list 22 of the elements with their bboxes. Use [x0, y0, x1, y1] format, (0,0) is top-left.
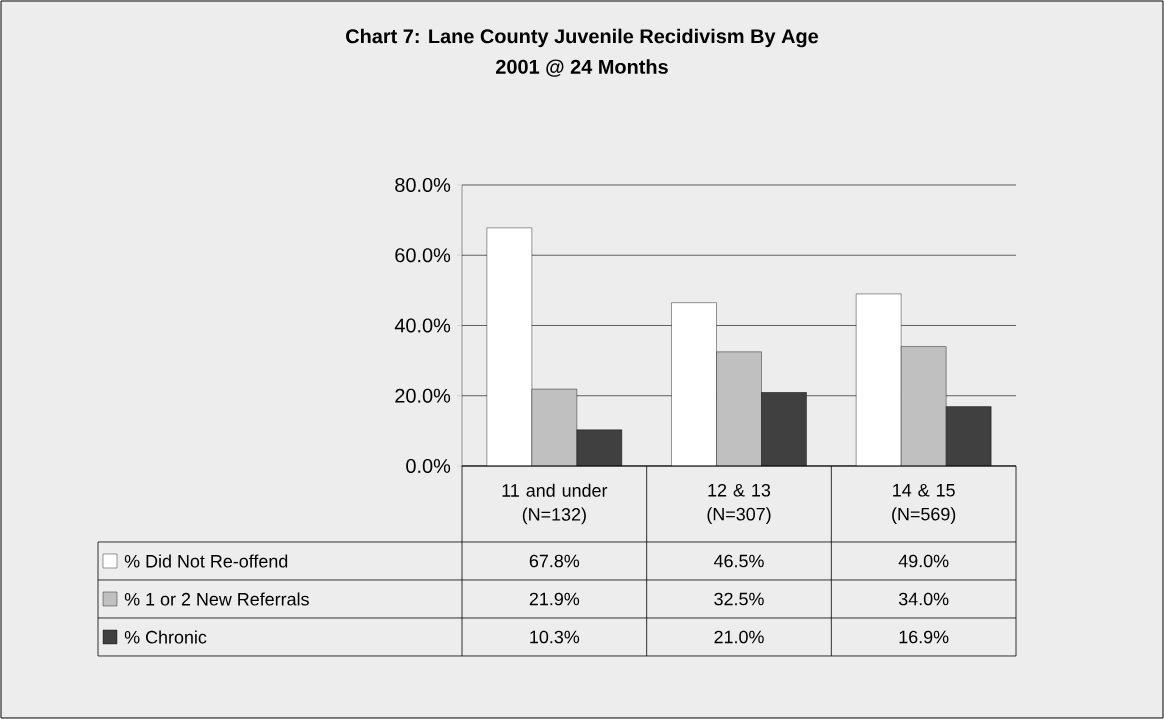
x-tick-label: 11 and under (N=132) — [502, 483, 608, 525]
data-label: 21.9% — [529, 592, 580, 606]
y-tick-label: 40.0% — [394, 318, 451, 333]
y-tick-label: 60.0% — [395, 248, 451, 263]
y-tick-label: 20.0% — [395, 388, 451, 403]
data-label: 67.8% — [529, 554, 580, 568]
legend-label: % Chronic — [124, 630, 207, 644]
x-tick-label: 14 & 15 (N=569) — [892, 483, 956, 525]
y-tick-label: 80.0% — [395, 177, 451, 193]
data-label: 49.0% — [898, 554, 949, 568]
x-tick-label: 12 & 13 (N=307) — [707, 483, 771, 525]
legend-label: % Did Not Re-offend — [124, 554, 288, 568]
data-label: 21.0% — [714, 630, 764, 644]
y-tick-label: 0.0% — [406, 458, 451, 474]
legend-label: % 1 or 2 New Referrals — [124, 592, 309, 606]
data-label: 32.5% — [714, 592, 764, 606]
data-label: 10.3% — [530, 630, 580, 644]
chart-subtitle: 2001 @ 24 Months — [496, 59, 668, 77]
chart-title: Chart 7: Lane County Juvenile Recidivism By Age — [346, 28, 819, 48]
data-label: 46.5% — [713, 554, 764, 568]
data-label: 34.0% — [898, 592, 949, 606]
data-label: 16.9% — [899, 630, 949, 644]
